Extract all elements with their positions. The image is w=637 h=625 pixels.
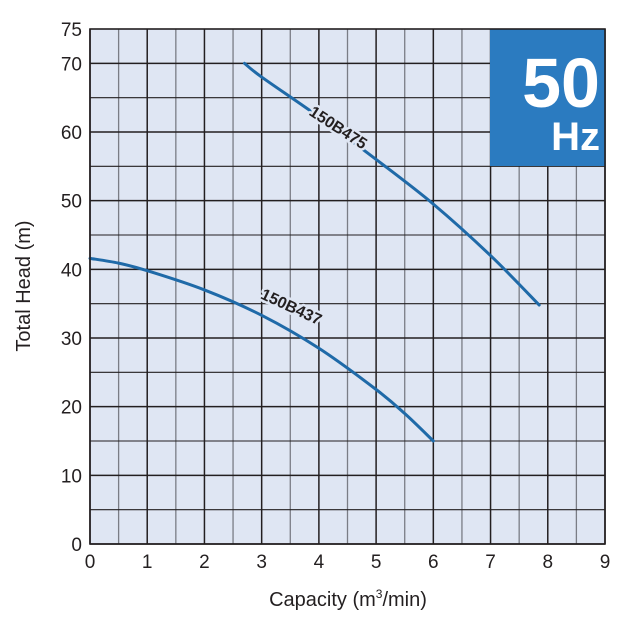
y-tick-label: 40 bbox=[61, 260, 82, 281]
x-tick-label: 8 bbox=[542, 552, 553, 573]
x-tick-label: 0 bbox=[85, 552, 96, 573]
y-tick-label: 20 bbox=[61, 398, 82, 419]
y-tick-label: 70 bbox=[61, 54, 82, 75]
y-tick-label: 75 bbox=[61, 20, 82, 41]
frequency-badge: 50 Hz bbox=[490, 29, 605, 166]
plot-frame bbox=[89, 28, 606, 545]
y-axis-label: Total Head (m) bbox=[13, 220, 35, 351]
x-tick-label: 4 bbox=[314, 552, 325, 573]
y-axis-ticks: 0 10 20 30 40 50 60 70 75 bbox=[61, 20, 82, 556]
y-tick-label: 30 bbox=[61, 329, 82, 350]
x-tick-label: 6 bbox=[428, 552, 439, 573]
x-axis-ticks: 0 1 2 3 4 5 6 7 8 9 bbox=[85, 552, 611, 573]
badge-value: 50 bbox=[522, 44, 600, 122]
x-tick-label: 7 bbox=[485, 552, 496, 573]
x-axis-label: Capacity (m3/min) bbox=[269, 587, 427, 611]
x-tick-label: 3 bbox=[256, 552, 267, 573]
x-tick-label: 1 bbox=[142, 552, 153, 573]
y-tick-label: 10 bbox=[61, 466, 82, 487]
curve-150B475 bbox=[243, 61, 541, 307]
badge-unit: Hz bbox=[551, 115, 600, 159]
x-tick-label: 2 bbox=[199, 552, 210, 573]
x-tick-label: 5 bbox=[371, 552, 382, 573]
y-tick-label: 0 bbox=[71, 535, 82, 556]
y-tick-label: 60 bbox=[61, 123, 82, 144]
curve-150B437 bbox=[88, 256, 435, 443]
y-tick-label: 50 bbox=[61, 192, 82, 213]
x-tick-label: 9 bbox=[600, 552, 611, 573]
